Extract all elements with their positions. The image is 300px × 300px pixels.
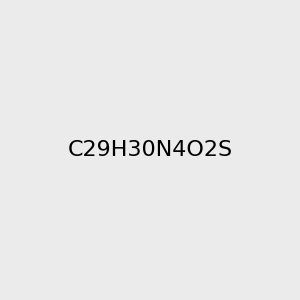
Text: C29H30N4O2S: C29H30N4O2S	[68, 140, 232, 160]
